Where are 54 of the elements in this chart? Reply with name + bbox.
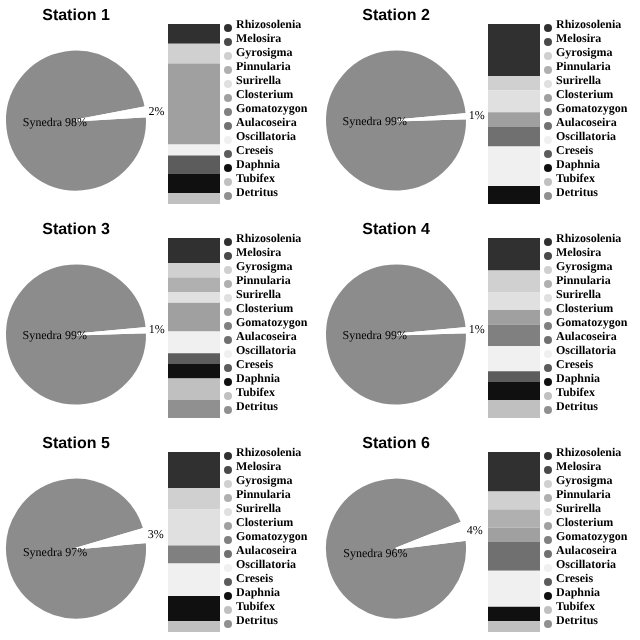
bar	[168, 596, 220, 622]
bar	[168, 193, 220, 204]
bar	[168, 144, 220, 156]
bar	[168, 563, 220, 596]
bar	[488, 542, 540, 571]
bar	[168, 331, 220, 354]
bar	[488, 509, 540, 528]
bar	[168, 378, 220, 400]
chart-title: Station 3	[42, 220, 111, 239]
bar	[488, 382, 540, 400]
chart-title: Station 6	[362, 434, 431, 453]
bar	[168, 173, 220, 194]
bar	[488, 24, 540, 77]
bar	[168, 63, 220, 145]
bar	[168, 488, 220, 510]
bar	[488, 452, 540, 492]
bar	[168, 238, 220, 264]
bar	[168, 263, 220, 278]
bar	[168, 155, 220, 174]
bar	[168, 452, 220, 488]
bar	[168, 277, 220, 292]
bar	[488, 371, 540, 382]
bar	[488, 270, 540, 292]
bar	[168, 292, 220, 303]
chart-title: Station 2	[362, 6, 431, 25]
bar	[488, 146, 540, 186]
bar	[168, 545, 220, 564]
bar	[488, 238, 540, 271]
bar	[168, 364, 220, 379]
bar	[168, 621, 220, 632]
chart-title: Station 4	[362, 220, 431, 239]
bar	[488, 400, 540, 418]
chart-title: Station 1	[42, 6, 111, 25]
bar	[168, 24, 220, 44]
bar	[488, 186, 540, 204]
bar	[488, 126, 540, 147]
bar	[488, 621, 540, 632]
bar	[168, 400, 220, 418]
bar	[488, 76, 540, 91]
bar	[488, 491, 540, 510]
bar	[488, 90, 540, 113]
bar	[168, 302, 220, 332]
bar	[488, 346, 540, 372]
bar	[168, 353, 220, 364]
bar	[488, 292, 540, 310]
bar	[488, 112, 540, 127]
bar	[488, 606, 540, 622]
bar	[488, 324, 540, 346]
bar	[488, 310, 540, 325]
chart-title: Station 5	[42, 434, 111, 453]
bar	[488, 527, 540, 542]
bar	[168, 43, 220, 64]
bar	[168, 509, 220, 546]
bar	[488, 570, 540, 607]
